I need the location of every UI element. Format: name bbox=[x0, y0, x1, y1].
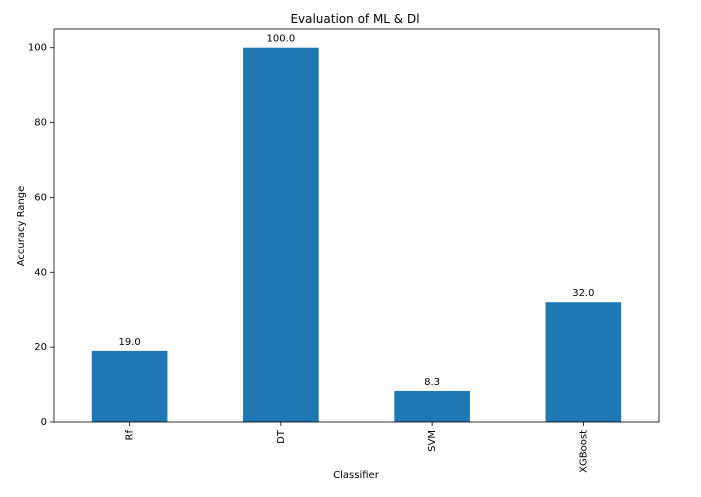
y-axis-ticks: 0 20 40 60 80 100 bbox=[28, 43, 54, 428]
bars-group bbox=[91, 47, 622, 422]
bar-value-label: 8.3 bbox=[424, 377, 440, 388]
x-tick-label: DT bbox=[276, 429, 287, 444]
x-tick-label: Rf bbox=[125, 430, 136, 441]
bar-xgboost bbox=[545, 302, 622, 422]
bar-value-labels: 19.0 100.0 8.3 32.0 bbox=[118, 34, 594, 388]
y-tick-label: 60 bbox=[34, 192, 47, 203]
y-tick-label: 40 bbox=[34, 267, 47, 278]
y-tick-label: 80 bbox=[34, 118, 47, 129]
bar-svm bbox=[394, 390, 470, 422]
bar-value-label: 19.0 bbox=[118, 337, 140, 348]
bar-rf bbox=[91, 350, 168, 422]
x-axis-title: Classifier bbox=[333, 470, 380, 481]
y-axis-title: Accuracy Range bbox=[16, 186, 27, 267]
y-tick-label: 20 bbox=[34, 342, 47, 353]
bar-value-label: 32.0 bbox=[572, 288, 594, 299]
x-tick-label: SVM bbox=[427, 430, 438, 452]
x-axis-ticks: Rf DT SVM XGBoost bbox=[125, 422, 589, 473]
y-tick-label: 0 bbox=[41, 417, 47, 428]
chart-title: Evaluation of ML & Dl bbox=[290, 12, 419, 26]
x-tick-label: XGBoost bbox=[578, 430, 589, 473]
plot-area-frame bbox=[53, 28, 660, 423]
bar-dt bbox=[243, 47, 319, 422]
bar-value-label: 100.0 bbox=[267, 34, 296, 45]
y-tick-label: 100 bbox=[28, 43, 47, 54]
